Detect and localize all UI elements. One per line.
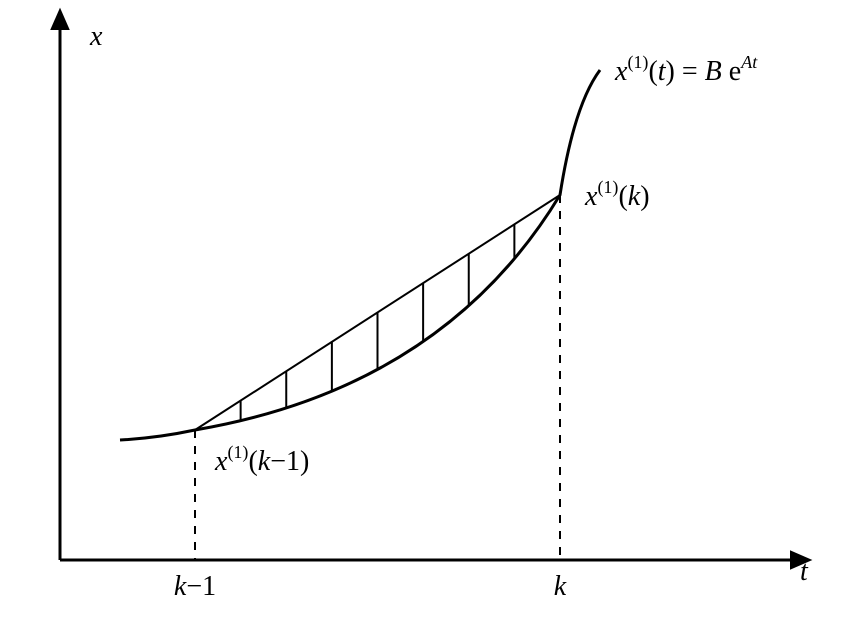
chord-line bbox=[195, 195, 560, 430]
hatch-region bbox=[241, 224, 515, 420]
diagram-canvas: x t k−1 k x(1)(t) = B eAt x(1)(k) x(1)(k… bbox=[0, 0, 848, 618]
y-axis-arrowhead bbox=[50, 8, 70, 30]
tick-label-k: k bbox=[554, 571, 567, 602]
x-axis-label: t bbox=[800, 556, 809, 587]
curve-equation-label: x(1)(t) = B eAt bbox=[614, 52, 758, 87]
axes bbox=[50, 8, 812, 570]
dashed-lines bbox=[195, 195, 560, 560]
point-label-x-k: x(1)(k) bbox=[584, 177, 650, 212]
tick-label-k-minus-1: k−1 bbox=[174, 571, 216, 602]
y-axis-label: x bbox=[89, 21, 103, 52]
point-label-x-k-minus-1: x(1)(k−1) bbox=[214, 442, 309, 477]
exponential-curve bbox=[120, 70, 600, 440]
